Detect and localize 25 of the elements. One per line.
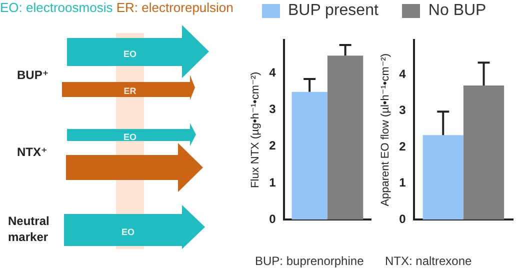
y-axis-title: Flux NTX (µg•h⁻¹•cm⁻²) xyxy=(250,72,262,188)
y-tick-label: 4 xyxy=(269,65,276,80)
y-tick-label: 3 xyxy=(269,102,276,116)
text: NTX: naltrexone xyxy=(385,254,473,268)
text: ER xyxy=(122,86,138,96)
y-tick-label: 1 xyxy=(269,175,276,190)
text: BUP⁺ xyxy=(17,68,49,82)
text: EO xyxy=(120,227,136,237)
legend-label: BUP present xyxy=(288,2,378,20)
y-tick-label: 0 xyxy=(269,212,276,226)
y-tick-label: 4 xyxy=(399,66,406,81)
text: EO xyxy=(122,132,138,142)
y-axis-title: Apparent EO flow (µl•h⁻¹•cm⁻²) xyxy=(380,54,392,206)
legend-label: No BUP xyxy=(428,2,486,20)
y-tick-label: 1 xyxy=(399,176,406,190)
text: ER: electrorepulsion xyxy=(116,0,234,15)
y-tick-label: 3 xyxy=(399,103,406,118)
text: Neutral marker xyxy=(8,213,50,245)
text: BUP: buprenorphine xyxy=(255,254,365,268)
y-tick-label: 2 xyxy=(269,138,276,153)
text: EO: electroosmosis xyxy=(0,0,113,15)
y-tick-label: 0 xyxy=(399,212,406,226)
y-tick-label: 2 xyxy=(399,139,406,154)
text: NTX⁺ xyxy=(17,145,48,159)
text: EO xyxy=(122,49,138,59)
